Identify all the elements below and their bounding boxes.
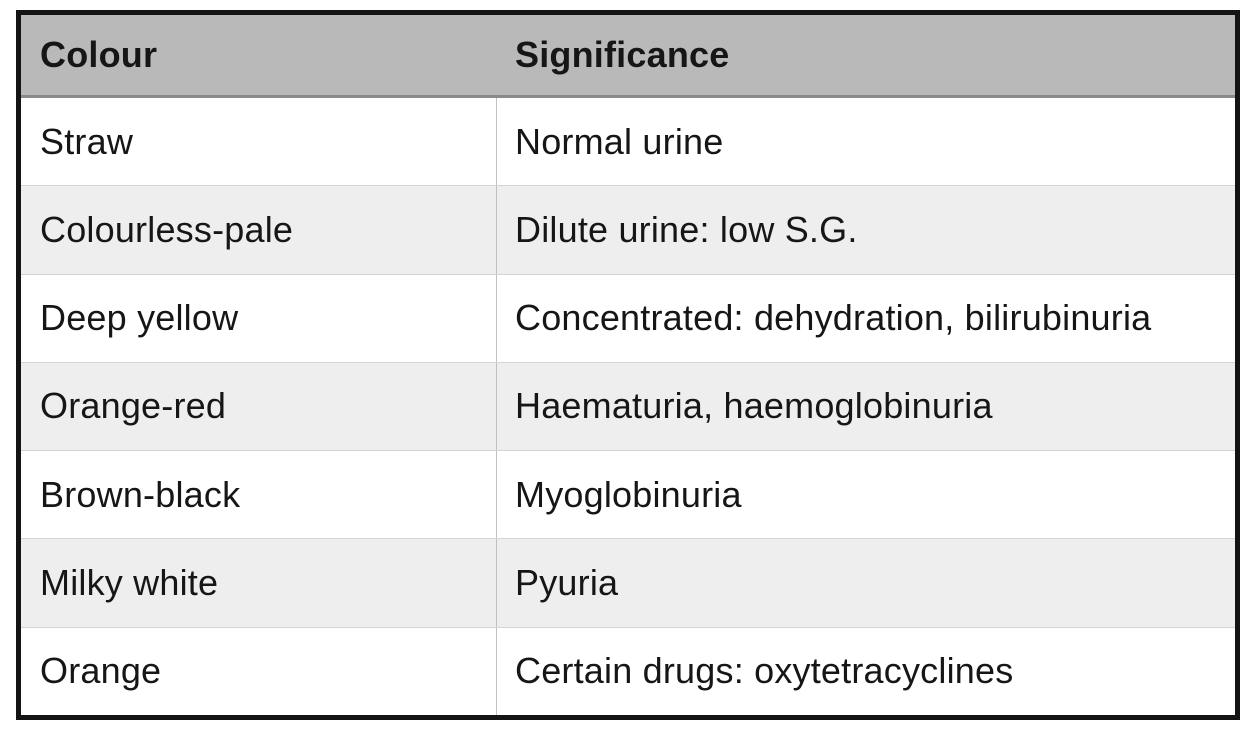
table-row: Orange Certain drugs: oxytetracyclines [21,626,1235,715]
table-row: Milky white Pyuria [21,538,1235,627]
header-cell-colour: Colour [40,34,158,75]
colour-cell: Straw [40,120,134,162]
colour-cell: Milky white [40,562,219,604]
table-row: Colourless-pale Dilute urine: low S.G. [21,185,1235,274]
colour-cell: Orange-red [40,385,227,427]
colour-cell: Orange [40,650,162,692]
significance-cell: Dilute urine: low S.G. [496,186,1235,274]
significance-cell: Certain drugs: oxytetracyclines [496,627,1235,715]
significance-cell: Normal urine [496,98,1235,186]
significance-cell: Pyuria [496,539,1235,627]
colour-cell: Colourless-pale [40,208,294,250]
significance-cell: Haematuria, haemoglobinuria [496,362,1235,451]
table-header-row: Colour Significance [21,15,1235,98]
table-row: Deep yellow Concentrated: dehydration, b… [21,273,1235,362]
significance-cell: Myoglobinuria [496,451,1235,539]
colour-cell: Deep yellow [40,297,239,339]
header-cell-significance: Significance [515,34,730,75]
table-row: Brown-black Myoglobinuria [21,450,1235,539]
urine-colour-table: Colour Significance Straw Normal urine C… [16,10,1240,720]
table-body: Straw Normal urine Colourless-pale Dilut… [21,98,1235,715]
significance-cell: Concentrated: dehydration, bilirubinuria [496,274,1235,362]
colour-cell: Brown-black [40,473,241,515]
table-row: Orange-red Haematuria, haemoglobinuria [21,361,1235,451]
table-row: Straw Normal urine [21,98,1235,186]
